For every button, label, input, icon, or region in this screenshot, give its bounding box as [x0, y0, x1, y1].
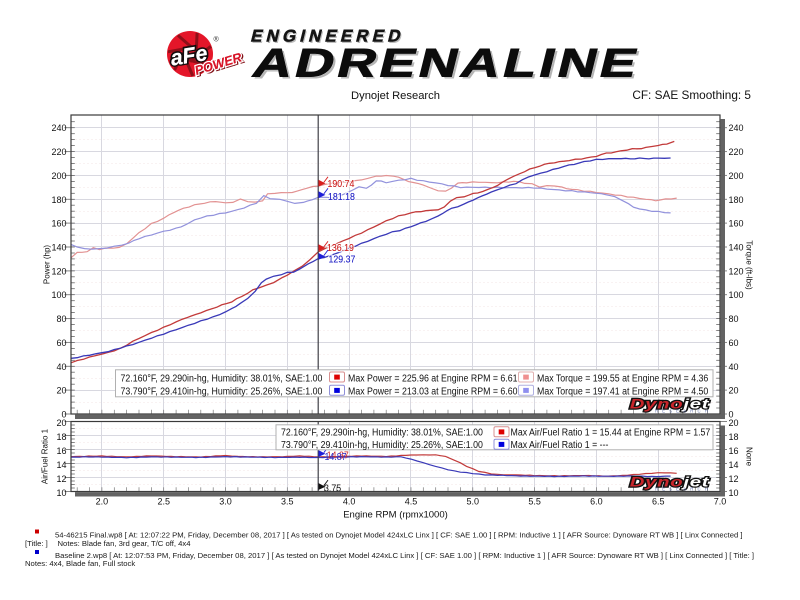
svg-text:ENGINEERED: ENGINEERED: [249, 26, 407, 46]
svg-text:[Title: ]Notes: Blade fan, 3rd: [Title: ] Notes: Blade fan, 3rd gear, T/C…: [25, 539, 191, 548]
svg-text:73.790°F, 29.410in-hg, Humidit: 73.790°F, 29.410in-hg, Humidity: 25.26%,…: [281, 438, 483, 450]
svg-text:Air/Fuel Ratio 1: Air/Fuel Ratio 1: [41, 428, 50, 484]
svg-text:18: 18: [729, 432, 739, 442]
svg-text:Max Torque = 199.55 at Engine: Max Torque = 199.55 at Engine RPM = 4.36: [537, 372, 708, 384]
svg-text:20: 20: [729, 386, 739, 396]
svg-text:240: 240: [729, 123, 744, 133]
svg-text:160: 160: [51, 219, 66, 229]
svg-text:4.0: 4.0: [343, 496, 356, 506]
svg-text:Dynojet: Dynojet: [630, 473, 710, 489]
svg-text:14.87: 14.87: [327, 449, 349, 461]
svg-text:14.87: 14.87: [325, 450, 347, 462]
svg-text:129.37: 129.37: [329, 253, 356, 265]
svg-text:0: 0: [729, 410, 734, 420]
svg-text:RESEARCH: RESEARCH: [655, 487, 712, 492]
svg-text:73.790°F, 29.410in-hg, Humidit: 73.790°F, 29.410in-hg, Humidity: 25.26%,…: [121, 385, 323, 397]
svg-text:136.19: 136.19: [327, 241, 354, 253]
svg-text:20: 20: [729, 418, 739, 428]
svg-text:3.0: 3.0: [219, 496, 232, 506]
svg-text:72.160°F, 29.290in-hg, Humidit: 72.160°F, 29.290in-hg, Humidity: 38.01%,…: [121, 372, 323, 384]
svg-text:181.18: 181.18: [328, 190, 355, 202]
svg-text:190.74: 190.74: [328, 177, 355, 189]
svg-text:40: 40: [56, 362, 66, 372]
svg-text:3.5: 3.5: [281, 496, 294, 506]
svg-text:180: 180: [729, 195, 744, 205]
svg-text:4.5: 4.5: [405, 496, 418, 506]
svg-text:ADRENALINE: ADRENALINE: [248, 41, 645, 85]
svg-text:240: 240: [51, 123, 66, 133]
svg-text:Dynojet: Dynojet: [630, 395, 710, 411]
svg-text:136.19: 136.19: [327, 241, 354, 253]
svg-text:180: 180: [51, 195, 66, 205]
svg-text:Dynojet: Dynojet: [630, 395, 710, 411]
svg-text:ENGINEERED: ENGINEERED: [250, 27, 408, 47]
svg-text:140: 140: [51, 243, 66, 253]
svg-text:®: ®: [214, 36, 220, 44]
svg-text:18: 18: [56, 432, 66, 442]
svg-text:72.160°F, 29.290in-hg, Humidit: 72.160°F, 29.290in-hg, Humidity: 38.01%,…: [281, 426, 483, 438]
svg-text:16: 16: [56, 446, 66, 456]
svg-text:220: 220: [729, 147, 744, 157]
svg-text:20: 20: [56, 386, 66, 396]
svg-text:ADRENALINE: ADRENALINE: [248, 41, 645, 85]
svg-text:3.75: 3.75: [324, 482, 341, 494]
svg-text:129.37: 129.37: [329, 253, 356, 265]
svg-text:100: 100: [51, 290, 66, 300]
svg-text:Max Air/Fuel Ratio 1 = ---: Max Air/Fuel Ratio 1 = ---: [511, 438, 609, 450]
svg-text:120: 120: [729, 266, 744, 276]
svg-text:220: 220: [51, 147, 66, 157]
svg-text:aFe: aFe: [169, 41, 209, 71]
svg-text:None: None: [745, 447, 754, 467]
svg-text:16: 16: [729, 446, 739, 456]
svg-text:0: 0: [61, 410, 66, 420]
svg-text:Max Power = 225.96 at Engine R: Max Power = 225.96 at Engine RPM = 6.61: [348, 372, 518, 384]
svg-text:7.0: 7.0: [714, 496, 727, 506]
svg-text:Max Power = 213.03 at Engine R: Max Power = 213.03 at Engine RPM = 6.60: [348, 385, 518, 397]
svg-text:190.74: 190.74: [328, 177, 355, 189]
svg-text:Dynojet Research: Dynojet Research: [351, 90, 440, 102]
svg-text:5.5: 5.5: [528, 496, 541, 506]
svg-text:40: 40: [729, 362, 739, 372]
svg-text:2.5: 2.5: [157, 496, 170, 506]
svg-text:200: 200: [729, 171, 744, 181]
svg-text:Power (hp): Power (hp): [43, 245, 52, 284]
svg-text:5.0: 5.0: [467, 496, 480, 506]
svg-text:80: 80: [56, 314, 66, 324]
svg-text:200: 200: [51, 171, 66, 181]
svg-text:12: 12: [729, 474, 739, 484]
svg-text:6.5: 6.5: [652, 496, 665, 506]
svg-text:80: 80: [729, 314, 739, 324]
svg-text:140: 140: [729, 243, 744, 253]
svg-text:181.18: 181.18: [328, 190, 355, 202]
svg-text:Max Air/Fuel Ratio 1 = 15.44 a: Max Air/Fuel Ratio 1 = 15.44 at Engine R…: [511, 426, 711, 438]
svg-text:14: 14: [56, 460, 66, 470]
svg-text:RESEARCH: RESEARCH: [655, 409, 712, 414]
svg-text:Notes: 4x4, Blade fan, Full st: Notes: 4x4, Blade fan, Full stock: [25, 559, 135, 568]
svg-text:54-46215 Final.wp8 [ At: 12:07: 54-46215 Final.wp8 [ At: 12:07:22 PM, Fr…: [55, 531, 743, 540]
svg-text:CF: SAE Smoothing: 5: CF: SAE Smoothing: 5: [632, 88, 751, 102]
svg-text:Engine RPM (rpmx1000): Engine RPM (rpmx1000): [343, 510, 448, 521]
svg-text:6.0: 6.0: [590, 496, 603, 506]
svg-text:Baseline 2.wp8 [ At: 12:07:53: Baseline 2.wp8 [ At: 12:07:53 PM, Friday…: [55, 551, 754, 560]
svg-text:2.0: 2.0: [96, 496, 109, 506]
svg-text:120: 120: [51, 266, 66, 276]
svg-text:Dynojet: Dynojet: [630, 473, 710, 489]
svg-text:Max Torque = 197.41 at Engine: Max Torque = 197.41 at Engine RPM = 4.50: [537, 385, 708, 397]
svg-text:Torque (ft-lbs): Torque (ft-lbs): [745, 240, 754, 290]
svg-text:12: 12: [56, 474, 66, 484]
svg-text:60: 60: [56, 338, 66, 348]
svg-text:10: 10: [56, 488, 66, 498]
svg-text:160: 160: [729, 219, 744, 229]
svg-text:100: 100: [729, 290, 744, 300]
svg-text:ADRENALINE: ADRENALINE: [251, 43, 648, 87]
svg-text:14: 14: [729, 460, 739, 470]
svg-text:10: 10: [729, 488, 739, 498]
svg-text:60: 60: [729, 338, 739, 348]
svg-text:20: 20: [56, 418, 66, 428]
